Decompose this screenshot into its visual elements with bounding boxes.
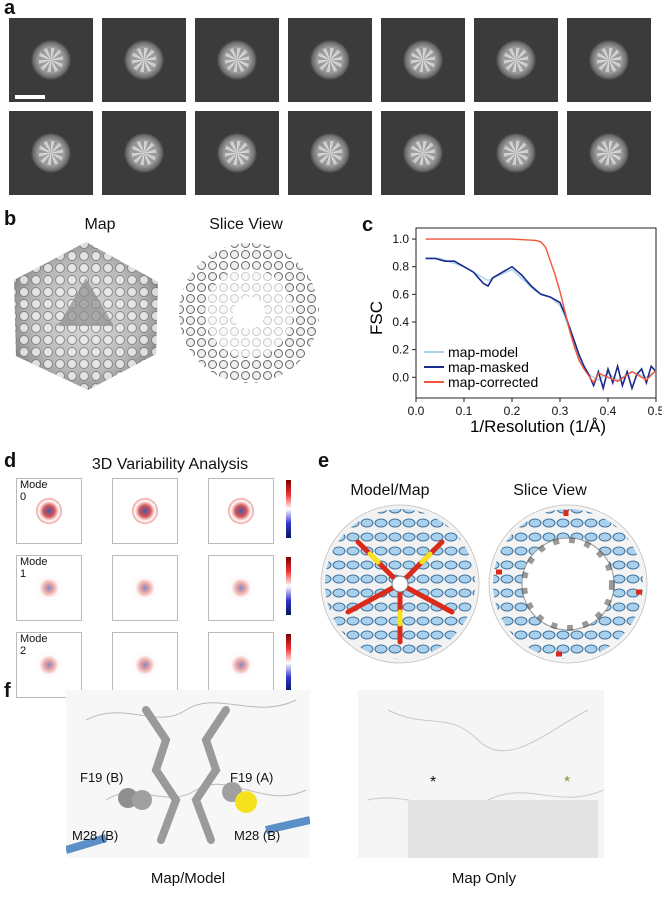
panel-c-label: c [362, 214, 374, 236]
class-average-tile [102, 18, 186, 102]
class-average-tile [288, 111, 372, 195]
mode-2-label: Mode 2 [20, 633, 48, 657]
variability-map [16, 478, 82, 544]
class-average-tile [9, 111, 93, 195]
scale-bar [15, 95, 45, 99]
density-map-render [14, 242, 158, 390]
x-tick-label: 0.5 [648, 404, 662, 418]
x-tick-label: 0.2 [504, 404, 521, 418]
class-average-tile [9, 18, 93, 102]
class-average-tile [381, 18, 465, 102]
panel-e-label: e [318, 450, 330, 472]
plot-frame [415, 227, 657, 399]
panel-d-label: d [4, 450, 17, 472]
particle-2d-classes [0, 0, 662, 200]
x-axis-label: 1/Resolution (1/Å) [470, 417, 606, 436]
y-tick-label: 0.6 [392, 287, 409, 301]
class-average-tile [567, 111, 651, 195]
y-ticks: 0.0 0.2 0.4 0.6 0.8 1.0 [392, 232, 416, 384]
panel-f-label: f [4, 680, 11, 702]
class-average-tile [474, 18, 558, 102]
colorbar [286, 634, 291, 692]
m28-b-label-left: M28 (B) [72, 828, 119, 843]
x-tick-label: 0.0 [408, 404, 425, 418]
slice-view-render-e [488, 504, 648, 664]
panel-b-label: b [4, 208, 17, 230]
y-tick-label: 0.4 [392, 315, 409, 329]
model-map-render [320, 504, 480, 664]
variability-map [208, 478, 274, 544]
legend-entry: map-corrected [448, 374, 538, 390]
legend-entry: map-model [448, 344, 518, 360]
class-average-tile [288, 18, 372, 102]
mode-0-label: Mode 0 [20, 479, 48, 503]
variability-map [112, 555, 178, 621]
panel-a-label: a [4, 0, 16, 19]
variability-map [16, 555, 82, 621]
variability-title: 3D Variability Analysis [91, 456, 249, 473]
model-map-title: Model/Map [350, 482, 430, 499]
m28-b-label-right: M28 (B) [234, 828, 281, 843]
y-axis-label: FSC [367, 301, 386, 335]
variability-map [112, 632, 178, 698]
x-tick-label: 0.1 [456, 404, 473, 418]
series-lines [425, 238, 657, 392]
variability-map [112, 478, 178, 544]
map-only-closeup [358, 690, 604, 858]
map-model-caption: Map/Model [150, 870, 226, 887]
variability-map [208, 555, 274, 621]
legend-entry: map-masked [448, 359, 529, 375]
y-tick-label: 0.2 [392, 343, 409, 357]
map-model-closeup [66, 690, 310, 858]
variability-map [208, 632, 274, 698]
x-tick-label: 0.3 [552, 404, 569, 418]
f19-a-label: F19 (A) [230, 770, 274, 785]
x-tick-label: 0.4 [600, 404, 617, 418]
slice-view-title: Slice View [209, 216, 283, 233]
class-average-tile [567, 18, 651, 102]
class-average-tile [381, 111, 465, 195]
black-star: * [430, 774, 437, 791]
variability-map [16, 632, 82, 698]
fsc-chart: 0.0 0.2 0.4 0.6 0.8 1.0 0.0 0.1 0.2 0.3 0.4 0.5 FS… [367, 227, 662, 436]
class-average-tile [102, 111, 186, 195]
class-average-tile [195, 111, 279, 195]
slice-view-render [179, 243, 319, 383]
f19-b-label: F19 (B) [80, 770, 124, 785]
colorbar [286, 557, 291, 615]
colorbar [286, 480, 291, 538]
class-average-tile [195, 18, 279, 102]
class-average-tile [474, 111, 558, 195]
y-tick-label: 1.0 [392, 232, 409, 246]
slice-view-title-e: Slice View [513, 482, 587, 499]
y-tick-label: 0.0 [392, 370, 409, 384]
y-tick-label: 0.8 [392, 260, 409, 274]
mode-1-label: Mode 1 [20, 556, 48, 580]
map-only-caption: Map Only [451, 870, 517, 887]
series-line-map-corrected [425, 238, 657, 385]
olive-star: * [564, 774, 571, 791]
x-ticks: 0.0 0.1 0.2 0.3 0.4 0.5 [408, 398, 662, 418]
map-title: Map [84, 216, 116, 233]
